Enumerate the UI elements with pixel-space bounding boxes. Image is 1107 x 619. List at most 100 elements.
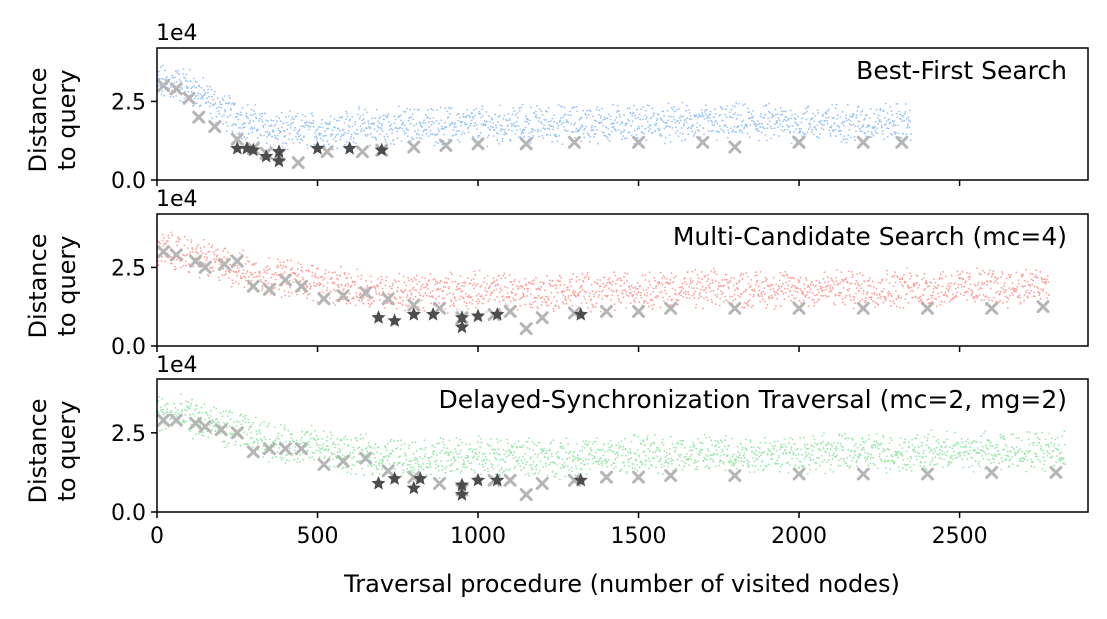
visited-node-point — [992, 270, 995, 273]
visited-node-point — [314, 439, 317, 442]
visited-node-point — [894, 124, 897, 127]
visited-node-point — [911, 296, 914, 299]
visited-node-point — [551, 470, 554, 473]
visited-node-point — [930, 294, 932, 297]
visited-node-point — [778, 135, 780, 137]
visited-node-point — [384, 138, 386, 141]
visited-node-point — [361, 467, 363, 470]
visited-node-point — [580, 116, 583, 119]
visited-node-point — [600, 462, 603, 465]
visited-node-point — [519, 128, 522, 131]
visited-node-point — [476, 458, 479, 461]
visited-node-point — [477, 112, 480, 115]
visited-node-point — [290, 292, 293, 294]
visited-node-point — [284, 428, 286, 431]
visited-node-point — [701, 448, 704, 451]
visited-node-point — [1023, 294, 1026, 296]
visited-node-point — [489, 452, 491, 455]
visited-node-point — [554, 133, 557, 136]
visited-node-point — [458, 444, 460, 446]
visited-node-point — [494, 456, 497, 459]
visited-node-point — [707, 273, 709, 276]
visited-node-point — [246, 270, 249, 273]
visited-node-point — [702, 307, 704, 310]
visited-node-point — [983, 299, 985, 301]
visited-node-point — [553, 283, 556, 286]
visited-node-point — [644, 118, 647, 120]
visited-node-point — [283, 271, 286, 273]
visited-node-point — [655, 122, 658, 125]
visited-node-point — [584, 442, 587, 445]
visited-node-point — [704, 104, 707, 106]
star-point — [246, 142, 261, 157]
visited-node-point — [393, 279, 396, 281]
visited-node-point — [508, 296, 511, 298]
visited-node-point — [822, 277, 825, 280]
visited-node-point — [448, 285, 450, 288]
visited-node-point — [475, 107, 477, 110]
candidate-point — [355, 145, 369, 159]
visited-node-point — [217, 276, 220, 279]
visited-node-point — [247, 421, 250, 424]
visited-node-point — [219, 101, 221, 103]
visited-node-point — [720, 290, 722, 292]
visited-node-point — [611, 444, 614, 447]
visited-node-point — [336, 274, 339, 276]
visited-node-point — [854, 139, 856, 142]
visited-node-point — [736, 283, 739, 285]
visited-node-point — [394, 468, 397, 470]
visited-node-point — [413, 468, 415, 471]
visited-node-point — [309, 287, 312, 290]
visited-node-point — [500, 277, 503, 280]
visited-node-point — [805, 277, 807, 280]
visited-node-point — [1000, 286, 1003, 289]
visited-node-point — [638, 466, 641, 469]
visited-node-point — [770, 127, 773, 130]
visited-node-point — [573, 123, 575, 126]
visited-node-point — [240, 114, 243, 116]
visited-node-point — [906, 267, 908, 269]
visited-node-point — [517, 116, 519, 119]
visited-node-point — [672, 108, 674, 111]
visited-node-point — [446, 281, 449, 284]
visited-node-point — [766, 123, 769, 126]
visited-node-point — [526, 118, 529, 121]
visited-node-point — [827, 280, 830, 283]
visited-node-point — [255, 117, 258, 120]
visited-node-point — [321, 447, 323, 450]
visited-node-point — [582, 280, 585, 283]
visited-node-point — [460, 285, 463, 287]
visited-node-point — [308, 128, 310, 131]
visited-node-point — [881, 278, 884, 281]
visited-node-point — [376, 130, 379, 133]
visited-node-point — [687, 126, 690, 129]
visited-node-point — [607, 128, 610, 131]
visited-node-point — [404, 452, 406, 455]
visited-node-point — [327, 143, 330, 146]
visited-node-point — [459, 449, 462, 452]
visited-node-point — [668, 282, 671, 285]
visited-node-point — [662, 444, 665, 446]
visited-node-point — [356, 296, 359, 299]
visited-node-point — [313, 458, 315, 461]
visited-node-point — [735, 118, 738, 120]
visited-node-point — [397, 456, 400, 458]
visited-node-point — [216, 248, 219, 251]
visited-node-point — [484, 462, 487, 465]
visited-node-point — [759, 271, 762, 273]
visited-node-point — [241, 123, 244, 126]
visited-node-point — [557, 280, 560, 282]
visited-node-point — [848, 294, 851, 296]
visited-node-point — [322, 279, 325, 281]
visited-node-point — [865, 135, 868, 138]
visited-node-point — [1035, 269, 1037, 272]
visited-node-point — [809, 283, 812, 286]
visited-node-point — [842, 121, 844, 123]
visited-node-point — [458, 282, 460, 285]
visited-node-point — [437, 295, 440, 298]
visited-node-point — [473, 455, 475, 458]
visited-node-point — [650, 117, 653, 119]
visited-node-point — [870, 298, 873, 300]
visited-node-point — [1002, 288, 1005, 291]
visited-node-point — [607, 278, 610, 281]
